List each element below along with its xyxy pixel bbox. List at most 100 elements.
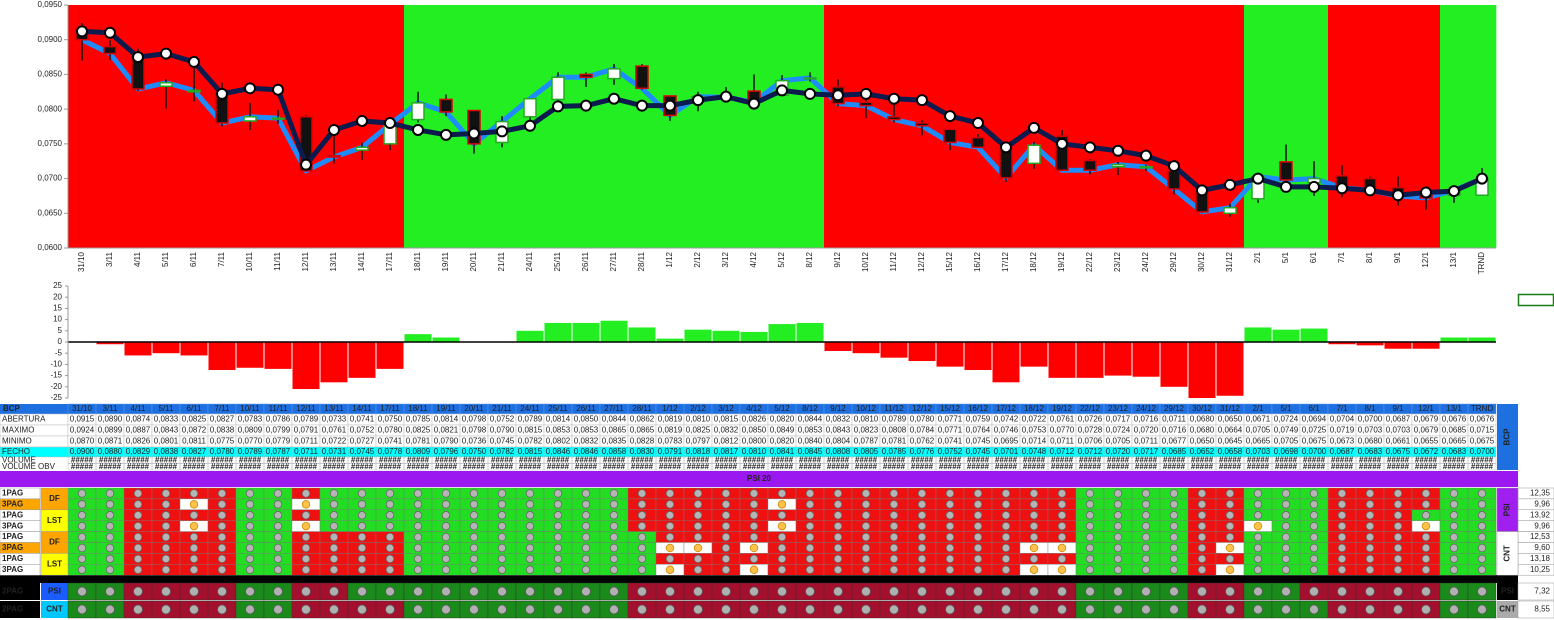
table-value: 0,0850 xyxy=(742,426,767,435)
signal-dot xyxy=(749,500,759,509)
score: 13,18 xyxy=(1530,554,1551,563)
signal-dot xyxy=(889,532,899,542)
signal-dot xyxy=(497,521,507,531)
x-tick-label: 4/11 xyxy=(133,251,142,267)
signal-dot xyxy=(133,543,143,553)
signal-dot xyxy=(749,511,759,520)
table-value: ##### xyxy=(155,455,178,464)
signal-dot xyxy=(1029,586,1039,597)
candle-body xyxy=(635,65,649,90)
bar xyxy=(1300,328,1328,342)
signal-dot xyxy=(469,500,479,509)
signal-dot xyxy=(1365,511,1375,520)
x-tick-label: 17/12 xyxy=(1001,251,1010,272)
signal-dot xyxy=(609,554,619,564)
signal-dot xyxy=(1477,565,1487,574)
signal-dot xyxy=(385,586,395,597)
signal-dot xyxy=(525,489,535,498)
table-header: 31/12 xyxy=(1220,404,1241,413)
signal-band xyxy=(992,5,1021,248)
signal-dot xyxy=(441,489,451,498)
signal-dot xyxy=(1169,604,1179,615)
signal-dot xyxy=(917,565,927,574)
signal-dot xyxy=(609,532,619,542)
signal-dot xyxy=(1141,565,1151,574)
bar xyxy=(1132,342,1160,377)
signal-dot xyxy=(805,500,815,509)
x-tick-label: 2/12 xyxy=(693,251,702,267)
signal-dot xyxy=(301,586,311,597)
table-value: ##### xyxy=(967,455,990,464)
table-value: ##### xyxy=(379,462,402,471)
signal-dot xyxy=(1309,489,1319,498)
table-value: 0,0703 xyxy=(1358,426,1383,435)
table-value: 0,0790 xyxy=(434,437,459,446)
table-value: 0,0675 xyxy=(1470,437,1495,446)
signal-dot xyxy=(161,500,171,509)
signal-dot xyxy=(833,532,843,542)
signal-dot xyxy=(833,565,843,574)
signal-dot xyxy=(637,543,647,553)
table-value: 0,0771 xyxy=(938,415,963,424)
signal-dot xyxy=(525,554,535,564)
candle-body xyxy=(551,76,565,101)
signal-dot xyxy=(721,500,731,509)
average-point xyxy=(1280,180,1292,193)
table-value: 0,0823 xyxy=(854,426,879,435)
signal-dot xyxy=(1477,604,1487,615)
x-tick-label: 9/12 xyxy=(833,251,842,267)
tag: PSI xyxy=(48,587,61,596)
signal-dot xyxy=(861,521,871,531)
signal-dot xyxy=(665,586,675,597)
table-header: 13/11 xyxy=(324,404,344,413)
average-point xyxy=(244,82,256,95)
table-header: 18/12 xyxy=(1024,404,1045,413)
average-point xyxy=(1056,137,1068,150)
signal-dot xyxy=(1365,565,1375,574)
table-row-label: VOLUME OBV xyxy=(2,462,56,471)
signal-dot xyxy=(1057,511,1067,520)
signal-dot xyxy=(553,532,563,542)
signal-band xyxy=(628,5,657,248)
bar xyxy=(1328,342,1356,345)
table-value: ##### xyxy=(743,455,766,464)
signal-dot xyxy=(805,543,815,553)
x-tick-label: 28/11 xyxy=(637,251,646,271)
signal-dot xyxy=(805,565,815,574)
signal-dot xyxy=(1281,543,1291,553)
table-value: 0,0829 xyxy=(126,447,151,456)
signal-dot xyxy=(637,521,647,531)
row-label-box xyxy=(0,564,41,576)
signal-dot xyxy=(1057,543,1067,553)
signal-dot xyxy=(1113,586,1123,597)
average-point xyxy=(608,92,620,105)
x-tick-label: 7/1 xyxy=(1337,251,1346,263)
table-value: ##### xyxy=(71,462,94,471)
signal-dot xyxy=(1365,543,1375,553)
table-value: ##### xyxy=(743,462,766,471)
signal-dot xyxy=(133,521,143,531)
row-label-box xyxy=(0,601,40,618)
average-point xyxy=(1392,189,1404,202)
signal-band xyxy=(1160,5,1189,248)
signal-dot xyxy=(1001,543,1011,553)
table-value: 0,0800 xyxy=(742,437,767,446)
table-value: 0,0671 xyxy=(1246,415,1271,424)
signal-dot xyxy=(245,586,255,597)
table-corner-label: BCP xyxy=(3,404,21,413)
signal-band xyxy=(1412,5,1441,248)
table-value: 0,0727 xyxy=(350,437,375,446)
signal-dot xyxy=(469,586,479,597)
signal-dot xyxy=(973,543,983,553)
signal-dot xyxy=(1225,565,1235,574)
table-value: 0,0880 xyxy=(98,447,123,456)
signal-dot xyxy=(217,532,227,542)
table-side xyxy=(1497,404,1518,470)
signal-band xyxy=(852,5,881,248)
signal-dot xyxy=(945,604,955,615)
table-value: 0,0846 xyxy=(574,447,599,456)
signal-dot xyxy=(273,554,283,564)
signal-dot xyxy=(637,489,647,498)
signal-dot xyxy=(77,500,87,509)
table-value: ##### xyxy=(659,455,682,464)
